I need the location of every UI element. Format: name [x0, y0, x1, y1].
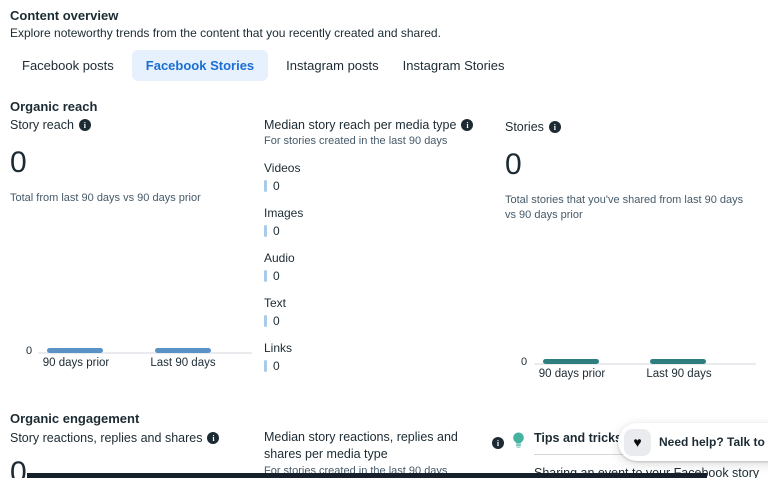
media-type-row: Audio 0 — [264, 251, 496, 283]
organic-engagement-section-title: Organic engagement — [10, 411, 140, 426]
stories-description: Total stories that you've shared from la… — [505, 194, 744, 222]
tab-facebook-stories[interactable]: Facebook Stories — [131, 50, 269, 81]
bar-last-90-days — [155, 348, 211, 353]
media-type-label: Images — [264, 206, 304, 220]
bar-90-days-prior — [543, 359, 599, 364]
media-type-label: Videos — [264, 161, 301, 175]
median-reach-title: Median story reach per media type — [264, 118, 457, 132]
chart-baseline — [38, 352, 252, 354]
median-reach-card: Median story reach per media type i For … — [264, 118, 496, 386]
media-type-row: Text 0 — [264, 296, 496, 328]
bar-last-90-days — [650, 359, 706, 364]
chart-baseline — [534, 363, 756, 365]
media-type-value: 0 — [273, 269, 280, 283]
story-reactions-value: 0 — [10, 456, 27, 478]
media-bar-tick — [264, 270, 267, 282]
media-bar-tick — [264, 180, 267, 192]
bottom-edge-bar — [27, 473, 707, 478]
story-reach-value: 0 — [10, 146, 27, 179]
need-help-button[interactable]: ♥ Need help? Talk to us. — [618, 423, 768, 461]
story-reactions-card: Story reactions, replies and shares i 0 — [10, 431, 255, 478]
stories-value: 0 — [505, 148, 522, 181]
page-subtitle: Explore noteworthy trends from the conte… — [10, 26, 441, 40]
media-type-label: Text — [264, 296, 287, 310]
x-tick-label: 90 days prior — [42, 357, 110, 369]
organic-reach-section-title: Organic reach — [10, 99, 98, 114]
media-bar-tick — [264, 225, 267, 237]
story-reach-description: Total from last 90 days vs 90 days prior — [10, 192, 201, 204]
info-icon[interactable]: i — [461, 119, 474, 131]
x-tick-label: Last 90 days — [150, 357, 216, 369]
tab-instagram-stories[interactable]: Instagram Stories — [402, 58, 505, 73]
info-icon[interactable]: i — [492, 437, 504, 449]
need-help-label: Need help? Talk to us. — [659, 435, 768, 449]
tab-instagram-posts[interactable]: Instagram posts — [286, 58, 379, 73]
media-type-value: 0 — [273, 359, 280, 373]
info-icon[interactable]: i — [207, 432, 220, 444]
tips-and-tricks-title: Tips and tricks: E — [534, 431, 638, 445]
content-tabs: Facebook posts Facebook Stories Instagra… — [10, 50, 517, 81]
media-type-row: Images 0 — [264, 206, 496, 238]
median-reactions-card: Median story reactions, replies and shar… — [264, 429, 524, 477]
story-reach-card: Story reach i 0 Total from last 90 days … — [10, 118, 255, 206]
media-bar-tick — [264, 315, 267, 327]
info-icon[interactable]: i — [548, 121, 561, 133]
media-type-row: Links 0 — [264, 341, 496, 373]
info-icon[interactable]: i — [78, 119, 91, 131]
tab-facebook-posts[interactable]: Facebook posts — [22, 58, 114, 73]
media-type-value: 0 — [273, 224, 280, 238]
support-heart-icon: ♥ — [624, 428, 651, 456]
y-axis-zero-label: 0 — [521, 356, 528, 368]
story-reactions-title: Story reactions, replies and shares — [10, 431, 203, 445]
median-reactions-title: Median story reactions, replies and shar… — [264, 430, 458, 461]
media-type-label: Links — [264, 341, 293, 355]
stories-title: Stories — [505, 120, 544, 134]
page-title: Content overview — [10, 8, 119, 23]
story-reach-title: Story reach — [10, 118, 74, 132]
bar-90-days-prior — [47, 348, 103, 353]
media-type-label: Audio — [264, 251, 295, 265]
x-tick-label: 90 days prior — [538, 368, 606, 380]
y-axis-zero-label: 0 — [26, 345, 33, 357]
stories-card: Stories i 0 Total stories that you've sh… — [505, 120, 755, 224]
media-type-row: Videos 0 — [264, 161, 496, 193]
media-bar-tick — [264, 360, 267, 372]
media-type-value: 0 — [273, 179, 280, 193]
media-type-value: 0 — [273, 314, 280, 328]
x-tick-label: Last 90 days — [646, 368, 712, 380]
lightbulb-icon — [512, 432, 525, 454]
median-reach-subtitle: For stories created in the last 90 days — [264, 135, 448, 147]
